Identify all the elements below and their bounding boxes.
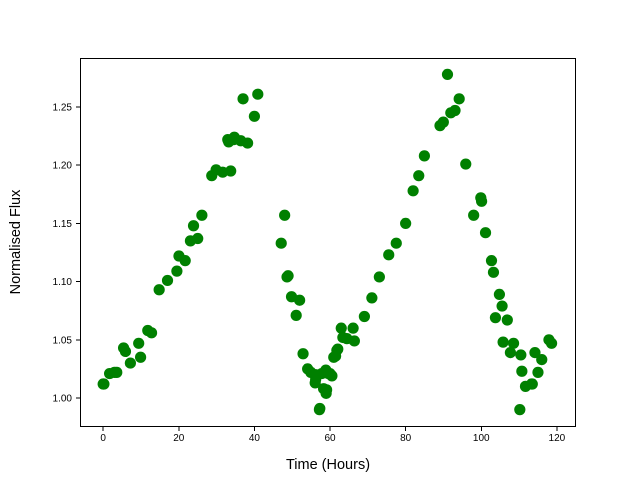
svg-text:80: 80 [400,433,412,444]
svg-text:1.00: 1.00 [53,394,73,405]
svg-text:1.15: 1.15 [53,219,73,230]
svg-text:100: 100 [473,433,490,444]
svg-text:1.05: 1.05 [53,335,73,346]
svg-text:1.25: 1.25 [53,103,73,114]
svg-text:Time (Hours): Time (Hours) [286,457,370,473]
svg-text:Normalised Flux: Normalised Flux [8,189,24,294]
svg-text:0: 0 [100,433,106,444]
svg-text:60: 60 [324,433,336,444]
svg-text:1.20: 1.20 [53,161,73,172]
svg-text:120: 120 [549,433,566,444]
svg-text:40: 40 [249,433,261,444]
svg-text:20: 20 [173,433,185,444]
svg-text:1.10: 1.10 [53,277,73,288]
